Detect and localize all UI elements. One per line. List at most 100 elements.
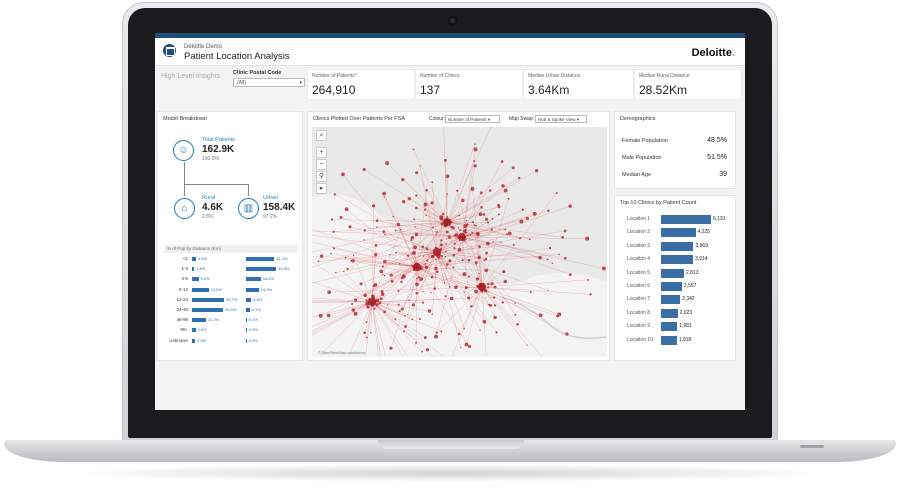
rural-bar-label: 11.2% <box>208 317 220 323</box>
location-bar[interactable] <box>661 241 694 251</box>
patient-point <box>453 247 456 250</box>
spoke-line <box>461 236 516 315</box>
spoke-line <box>435 259 483 288</box>
clinic-hub[interactable] <box>413 263 421 271</box>
spoke-line <box>355 236 463 301</box>
spoke-line <box>416 266 456 288</box>
spoke-line <box>371 226 434 303</box>
location-label: Location 2 <box>627 229 651 236</box>
spoke-line <box>419 165 438 253</box>
patient-point <box>411 303 415 307</box>
spoke-line <box>331 219 448 223</box>
patient-point <box>521 208 524 211</box>
clinic-hub[interactable] <box>458 233 466 241</box>
clinic-hub[interactable] <box>368 298 376 306</box>
top10-panel: Top 10 Clinics by Patient Count Location… <box>614 195 736 361</box>
patient-point <box>461 259 464 262</box>
postal-code-select[interactable]: (All) ▾ <box>233 78 305 87</box>
location-bar[interactable] <box>661 282 682 291</box>
demo-value: 48.5% <box>707 137 727 144</box>
zoom-in-icon[interactable]: + <box>316 147 327 158</box>
lock-icon[interactable]: ⚲ <box>316 171 327 182</box>
patient-point <box>507 231 512 236</box>
spoke-line <box>386 162 448 223</box>
spoke-line <box>371 297 495 303</box>
rural-bar <box>192 297 225 302</box>
distance-category: 6-12 <box>178 286 188 292</box>
patient-point <box>398 310 401 313</box>
search-icon[interactable]: ⌕ <box>316 130 327 141</box>
spoke-line <box>436 160 475 253</box>
distance-category: 3-6 <box>181 276 188 282</box>
clinic-hub[interactable] <box>433 248 441 256</box>
distance-table-header: % of Pop by Distance (Km) <box>164 245 297 253</box>
spoke-line <box>312 301 373 332</box>
home-icon[interactable] <box>163 44 176 57</box>
patient-point <box>427 309 432 313</box>
location-bar[interactable] <box>661 255 694 265</box>
patient-point <box>389 253 391 256</box>
patient-point <box>317 260 320 263</box>
patient-point <box>500 241 502 243</box>
patient-point <box>375 298 380 303</box>
zoom-out-icon[interactable]: − <box>316 159 327 170</box>
spoke-line <box>342 174 418 268</box>
spoke-line <box>420 251 438 280</box>
patient-point <box>407 314 409 316</box>
location-bar[interactable] <box>661 215 711 224</box>
spoke-line <box>416 266 469 299</box>
patient-point <box>411 318 414 321</box>
patient-point <box>516 323 519 326</box>
spoke-line <box>466 286 483 345</box>
patient-point <box>365 299 368 302</box>
spoke-line <box>481 286 568 335</box>
spoke-line <box>446 200 463 223</box>
patient-point <box>390 279 394 283</box>
spoke-line <box>371 301 399 306</box>
spoke-line <box>312 261 373 303</box>
clinic-hub[interactable] <box>443 218 451 226</box>
location-bar[interactable] <box>661 268 685 278</box>
laptop-notch <box>378 440 524 449</box>
patient-point <box>446 263 449 266</box>
patient-point <box>480 206 483 209</box>
spoke-line <box>481 286 560 315</box>
hub-spoke-map[interactable]: ⌕ + − ⚲ ▸ © OpenStreetMap contributors <box>312 127 607 357</box>
location-bar[interactable] <box>661 322 678 332</box>
patient-point <box>456 285 459 288</box>
spoke-line <box>312 281 373 303</box>
patient-point <box>565 332 569 336</box>
logo-dot: . <box>731 47 735 59</box>
spoke-line <box>333 221 448 233</box>
location-bar[interactable] <box>661 228 696 238</box>
patient-point <box>514 313 517 316</box>
map-swap-select[interactable]: Hub & Spoke View ▾ <box>535 115 587 123</box>
spoke-line <box>481 198 509 288</box>
location-bar[interactable] <box>661 295 681 305</box>
spoke-line <box>446 221 455 249</box>
clinic-hub[interactable] <box>478 283 486 291</box>
kpi-value: 28.52Km <box>639 83 688 97</box>
location-bar[interactable] <box>661 335 677 345</box>
play-icon[interactable]: ▸ <box>316 183 327 194</box>
patient-point <box>385 161 390 166</box>
distance-category: Unknown <box>169 337 188 343</box>
patient-point <box>363 331 366 335</box>
patient-point <box>344 256 347 259</box>
spoke-line <box>371 301 442 332</box>
patient-point <box>435 331 438 334</box>
colour-select[interactable]: Number of Patients ▾ <box>445 115 500 123</box>
distance-row: 1-3 1.8% 33.5% <box>158 265 304 273</box>
patient-point <box>415 282 419 287</box>
spoke-line <box>446 214 481 223</box>
urban-bar-label: 33.5% <box>278 266 290 272</box>
patient-point <box>382 273 384 276</box>
spoke-line <box>481 279 588 288</box>
spoke-line <box>432 182 438 253</box>
spoke-line <box>436 185 504 253</box>
patient-point <box>381 294 383 296</box>
patient-point <box>413 245 417 250</box>
spoke-line <box>416 266 470 347</box>
location-bar[interactable] <box>661 308 678 318</box>
patient-point <box>363 229 366 232</box>
